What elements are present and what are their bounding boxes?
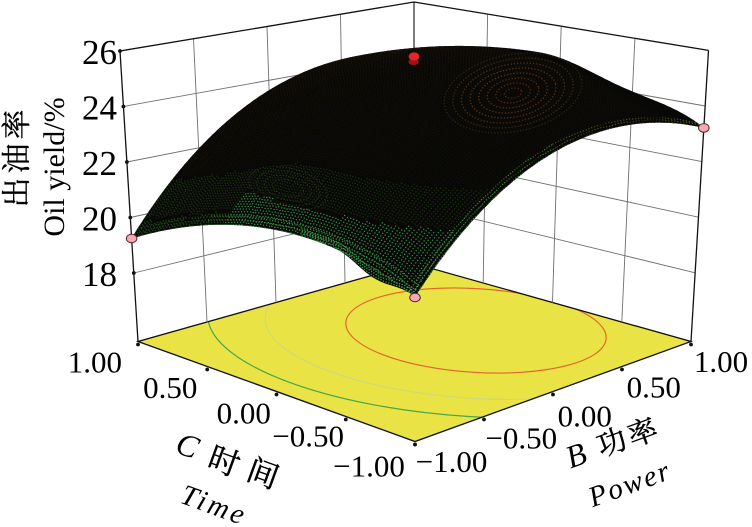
svg-text:26: 26	[82, 33, 117, 72]
svg-text:18: 18	[82, 255, 117, 294]
svg-text:22: 22	[82, 144, 117, 183]
svg-text:20: 20	[82, 199, 117, 238]
svg-text:0.50: 0.50	[143, 370, 197, 405]
svg-text:Oil yield/%: Oil yield/%	[38, 97, 71, 236]
svg-text:−0.50: −0.50	[272, 418, 344, 453]
svg-text:0.00: 0.00	[217, 396, 271, 431]
svg-text:−1.00: −1.00	[333, 449, 405, 484]
svg-text:−1.00: −1.00	[416, 444, 488, 479]
svg-text:−0.50: −0.50	[485, 421, 557, 456]
svg-text:24: 24	[82, 88, 117, 127]
svg-text:1.00: 1.00	[694, 344, 748, 379]
svg-text:0.50: 0.50	[627, 369, 681, 404]
svg-text:0.00: 0.00	[558, 399, 612, 434]
svg-text:1.00: 1.00	[68, 345, 122, 380]
